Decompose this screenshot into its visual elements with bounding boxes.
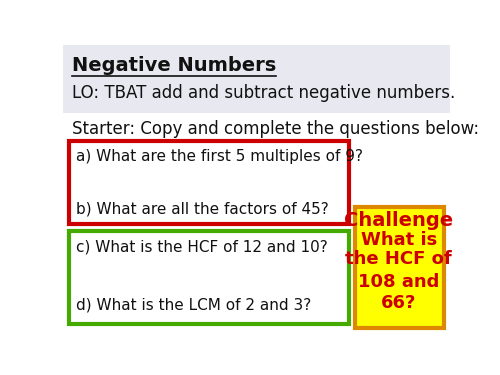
Text: Challenge: Challenge <box>344 211 454 230</box>
Text: d) What is the LCM of 2 and 3?: d) What is the LCM of 2 and 3? <box>76 297 312 312</box>
Text: What is: What is <box>360 231 437 249</box>
FancyBboxPatch shape <box>354 207 444 328</box>
Text: 66?: 66? <box>381 294 416 312</box>
Text: LO: TBAT add and subtract negative numbers.: LO: TBAT add and subtract negative numbe… <box>72 84 455 102</box>
Text: c) What is the HCF of 12 and 10?: c) What is the HCF of 12 and 10? <box>76 239 328 254</box>
Text: a) What are the first 5 multiples of 9?: a) What are the first 5 multiples of 9? <box>76 149 364 164</box>
FancyBboxPatch shape <box>68 141 349 224</box>
Text: Negative Numbers: Negative Numbers <box>72 56 276 75</box>
Text: the HCF of: the HCF of <box>346 250 452 268</box>
Text: b) What are all the factors of 45?: b) What are all the factors of 45? <box>76 201 329 216</box>
FancyBboxPatch shape <box>62 45 450 113</box>
Text: 108 and: 108 and <box>358 273 440 291</box>
Text: Starter: Copy and complete the questions below:: Starter: Copy and complete the questions… <box>72 120 479 138</box>
FancyBboxPatch shape <box>68 231 349 324</box>
